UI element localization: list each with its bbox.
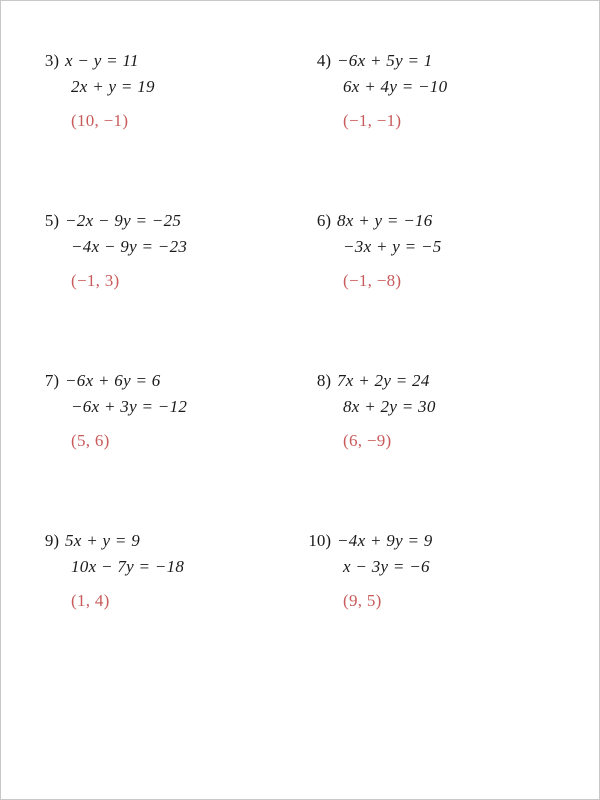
equation-2: −6x + 3y = −12 — [71, 397, 187, 416]
problem-3: 3) x − y = 11 2x + y = 19 (10, −1) — [37, 51, 295, 131]
equation-2: 10x − 7y = −18 — [71, 557, 184, 576]
worksheet-page: 3) x − y = 11 2x + y = 19 (10, −1) 4) −6… — [0, 0, 600, 800]
problem-5: 5) −2x − 9y = −25 −4x − 9y = −23 (−1, 3) — [37, 211, 295, 291]
problem-10: 10) −4x + 9y = 9 x − 3y = −6 (9, 5) — [305, 531, 563, 611]
equation-1: −4x + 9y = 9 — [337, 531, 433, 551]
problem-number: 3) — [37, 51, 65, 71]
problem-6: 6) 8x + y = −16 −3x + y = −5 (−1, −8) — [305, 211, 563, 291]
problem-9: 9) 5x + y = 9 10x − 7y = −18 (1, 4) — [37, 531, 295, 611]
problem-number: 10) — [305, 531, 337, 551]
answer: (−1, −8) — [343, 271, 401, 290]
equation-2: 8x + 2y = 30 — [343, 397, 436, 416]
equation-1: −2x − 9y = −25 — [65, 211, 181, 231]
answer: (−1, −1) — [343, 111, 401, 130]
answer: (10, −1) — [71, 111, 128, 130]
problems-grid: 3) x − y = 11 2x + y = 19 (10, −1) 4) −6… — [37, 51, 563, 611]
problem-4: 4) −6x + 5y = 1 6x + 4y = −10 (−1, −1) — [305, 51, 563, 131]
problem-7: 7) −6x + 6y = 6 −6x + 3y = −12 (5, 6) — [37, 371, 295, 451]
equation-2: x − 3y = −6 — [343, 557, 430, 576]
equation-1: 5x + y = 9 — [65, 531, 140, 551]
answer: (9, 5) — [343, 591, 382, 610]
answer: (6, −9) — [343, 431, 392, 450]
problem-number: 9) — [37, 531, 65, 551]
problem-number: 5) — [37, 211, 65, 231]
equation-1: −6x + 6y = 6 — [65, 371, 161, 391]
problem-number: 4) — [305, 51, 337, 71]
equation-1: 8x + y = −16 — [337, 211, 433, 231]
equation-1: 7x + 2y = 24 — [337, 371, 430, 391]
problem-number: 8) — [305, 371, 337, 391]
problem-number: 7) — [37, 371, 65, 391]
problem-number: 6) — [305, 211, 337, 231]
equation-1: −6x + 5y = 1 — [337, 51, 433, 71]
answer: (1, 4) — [71, 591, 110, 610]
equation-2: −3x + y = −5 — [343, 237, 442, 256]
problem-8: 8) 7x + 2y = 24 8x + 2y = 30 (6, −9) — [305, 371, 563, 451]
equation-2: 6x + 4y = −10 — [343, 77, 447, 96]
answer: (5, 6) — [71, 431, 110, 450]
equation-2: −4x − 9y = −23 — [71, 237, 187, 256]
answer: (−1, 3) — [71, 271, 120, 290]
equation-2: 2x + y = 19 — [71, 77, 155, 96]
equation-1: x − y = 11 — [65, 51, 139, 71]
